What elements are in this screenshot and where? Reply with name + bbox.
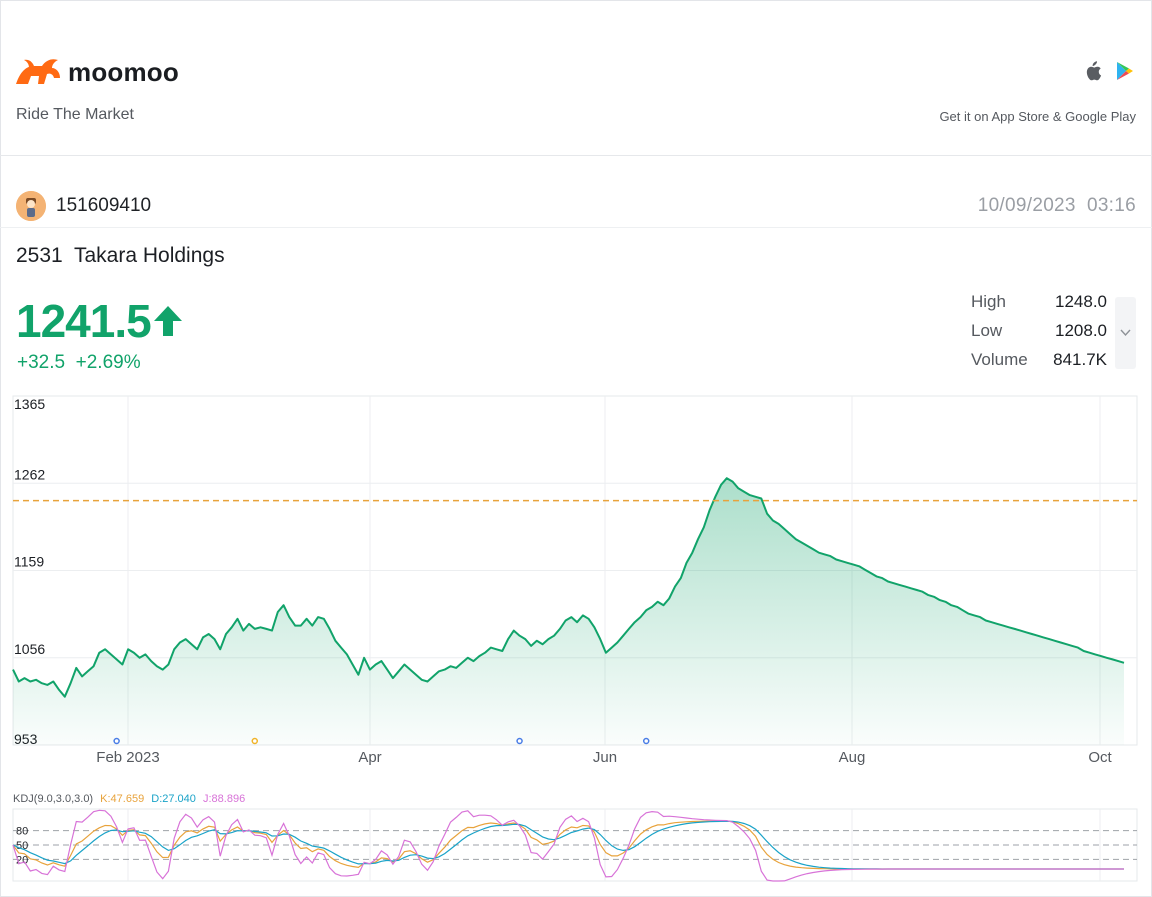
share-timestamp: 10/09/2023 03:16 <box>977 195 1136 216</box>
x-tick-label: Apr <box>358 749 381 766</box>
stats-expand-button[interactable] <box>1115 297 1136 369</box>
stat-label: Low <box>971 321 1003 340</box>
chevron-down-icon <box>1120 329 1131 337</box>
last-price: 1241.5 <box>16 295 152 347</box>
stock-title: 2531 Takara Holdings <box>16 244 225 267</box>
up-arrow-icon <box>154 306 182 336</box>
kdj-title: KDJ(9.0,3.0,3.0) <box>13 793 94 805</box>
price-change: +32.5 +2.69% <box>17 352 141 373</box>
kdj-j-value: J:88.896 <box>202 793 246 805</box>
quote-stats: High 1248.0 Low 1208.0 Volume 841.7K <box>971 292 1107 379</box>
stat-label: High <box>971 292 1006 311</box>
x-tick-label: Oct <box>1088 749 1112 766</box>
x-tick-label: Feb 2023 <box>96 749 159 766</box>
slogan: Ride The Market <box>16 106 134 123</box>
brand-name: moomoo <box>68 56 179 87</box>
google-play-icon[interactable] <box>1116 61 1134 81</box>
stat-value: 1248.0 <box>1055 292 1107 311</box>
price-line <box>12 477 1125 698</box>
x-tick-label: Aug <box>839 749 866 766</box>
stat-value: 1208.0 <box>1055 321 1107 340</box>
y-tick-label: 1365 <box>14 396 45 412</box>
moomoo-logo[interactable]: moomoo <box>14 54 179 90</box>
x-tick-label: Jun <box>593 749 617 766</box>
y-tick-label: 1056 <box>14 641 45 657</box>
avatar-figure-icon <box>16 191 46 221</box>
kdj-k-value: K:47.659 <box>100 793 145 805</box>
y-tick-label: 1262 <box>14 466 45 482</box>
user-id: 151609410 <box>56 195 152 216</box>
store-icons <box>1082 60 1134 82</box>
kdj-j-line <box>12 809 1124 882</box>
stat-high: High 1248.0 <box>971 292 1107 321</box>
brand-header: moomoo Ride The Market Get it on App Sto… <box>0 0 1152 156</box>
moomoo-bull-icon <box>16 59 60 84</box>
stat-low: Low 1208.0 <box>971 321 1107 350</box>
stat-value: 841.7K <box>1053 350 1107 369</box>
avatar[interactable] <box>16 191 46 221</box>
event-marker <box>642 737 650 745</box>
user-bar: 151609410 10/09/2023 03:16 <box>0 180 1152 228</box>
event-marker <box>251 737 259 745</box>
store-text[interactable]: Get it on App Store & Google Play <box>939 109 1136 124</box>
kdj-legend: KDJ(9.0,3.0,3.0) K:47.659 D:27.040 J:88.… <box>13 793 249 805</box>
kdj-tick-label: 50 <box>16 840 28 852</box>
price-area <box>13 478 1124 745</box>
event-marker <box>113 737 120 745</box>
y-tick-label: 1159 <box>14 554 44 570</box>
kdj-tick-label: 80 <box>16 826 28 838</box>
kdj-d-value: D:27.040 <box>151 793 196 805</box>
event-marker <box>516 737 523 745</box>
stat-volume: Volume 841.7K <box>971 350 1107 379</box>
apple-icon[interactable] <box>1082 60 1102 82</box>
stat-label: Volume <box>971 350 1028 369</box>
